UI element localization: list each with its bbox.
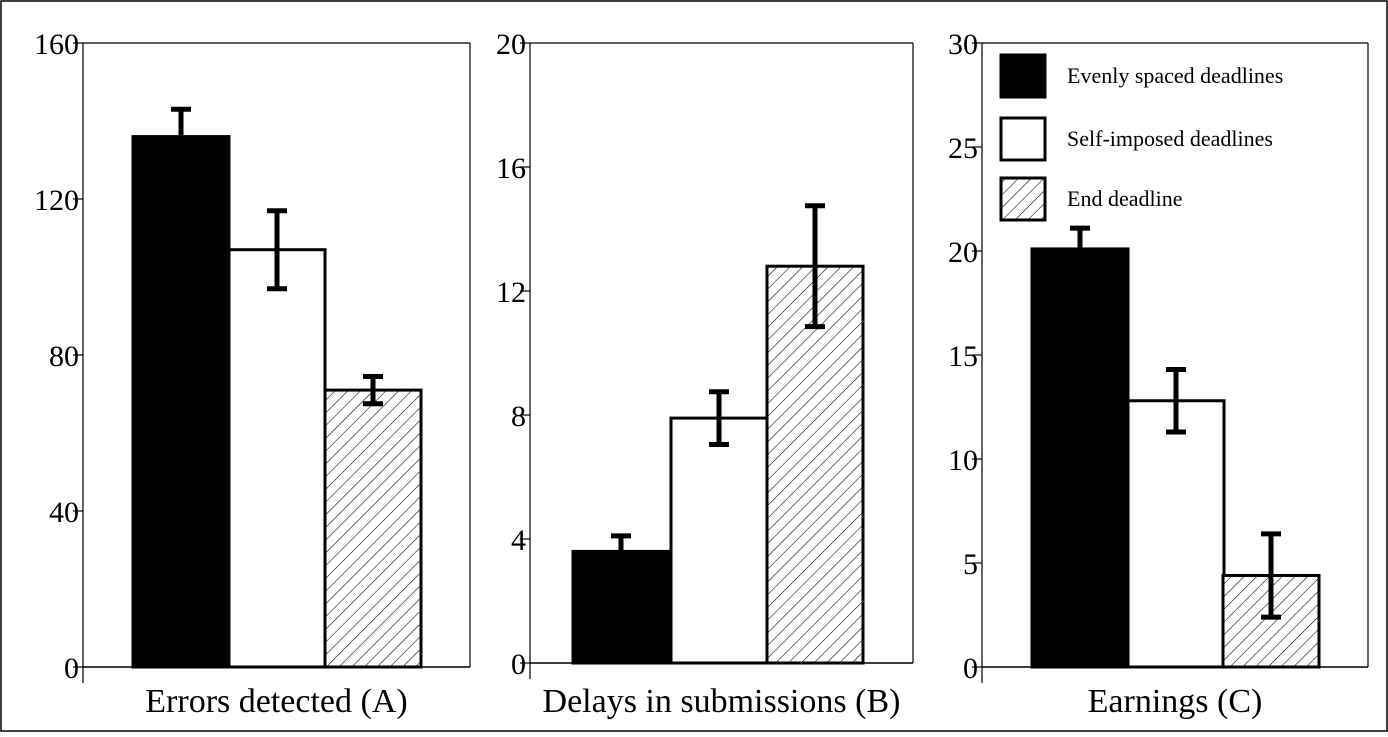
y-tick-label: 10 [948, 444, 978, 477]
y-tick-label: 0 [64, 652, 79, 685]
y-tick-label: 160 [34, 28, 79, 61]
bar-hatched [765, 264, 865, 665]
error-bar [267, 208, 287, 292]
y-tick-label: 5 [963, 548, 978, 581]
legend-label: Self-imposed deadlines [1067, 126, 1273, 151]
y-tick-label: 15 [948, 340, 978, 373]
bar-solid [131, 135, 231, 669]
y-tick-label: 40 [49, 496, 79, 529]
y-tick-label: 30 [948, 28, 978, 61]
y-tick-label: 80 [49, 340, 79, 373]
error-bar [1070, 225, 1090, 273]
error-bar [1261, 531, 1281, 620]
error-bar [611, 533, 631, 570]
legend: Evenly spaced deadlines Self-imposed dead… [999, 53, 1283, 222]
y-tick-label: 16 [496, 152, 526, 185]
legend-item: Evenly spaced deadlines [999, 53, 1283, 99]
legend-label: Evenly spaced deadlines [1067, 63, 1283, 88]
y-tick-label: 0 [511, 648, 526, 681]
chart-panel-1: 0 40 80 120 160 Errors detected (A) [34, 28, 471, 720]
bar-solid [571, 549, 671, 665]
bar-white [227, 248, 327, 669]
y-tick-label: 20 [948, 236, 978, 269]
legend-swatch-white [999, 116, 1047, 162]
panels: 0 40 80 120 160 Errors detected (A) 0 4 8 12 16 20 D… [34, 28, 1369, 720]
y-tick-label: 0 [963, 652, 978, 685]
chart-panel-2: 0 4 8 12 16 20 Delays in submissions (B) [496, 28, 914, 720]
x-axis-label: Earnings (C) [1088, 683, 1263, 720]
chart-panel-3: 0 5 10 15 20 25 30 Earnings (C) [948, 28, 1369, 720]
error-bar [709, 389, 729, 447]
legend-item: Self-imposed deadlines [999, 116, 1273, 162]
error-bar [363, 373, 383, 407]
bar-solid [1030, 247, 1130, 669]
x-axis-label: Errors detected (A) [145, 683, 407, 720]
legend-swatch-solid [999, 53, 1047, 99]
y-tick-label: 25 [948, 132, 978, 165]
x-axis-label: Delays in submissions (B) [543, 683, 901, 720]
y-tick-label: 20 [496, 28, 526, 61]
legend-item: End deadline [999, 176, 1182, 222]
error-bar [1166, 367, 1186, 435]
y-tick-label: 8 [511, 400, 526, 433]
y-tick-label: 120 [34, 184, 79, 217]
error-bar [171, 106, 191, 167]
bar-white [669, 416, 769, 665]
bar-white [1126, 399, 1226, 669]
legend-label: End deadline [1067, 186, 1182, 211]
bar-hatched [323, 388, 423, 669]
y-tick-label: 4 [511, 524, 526, 557]
y-tick-label: 12 [496, 276, 526, 309]
error-bar [805, 203, 825, 330]
legend-swatch-hatched [999, 176, 1047, 222]
